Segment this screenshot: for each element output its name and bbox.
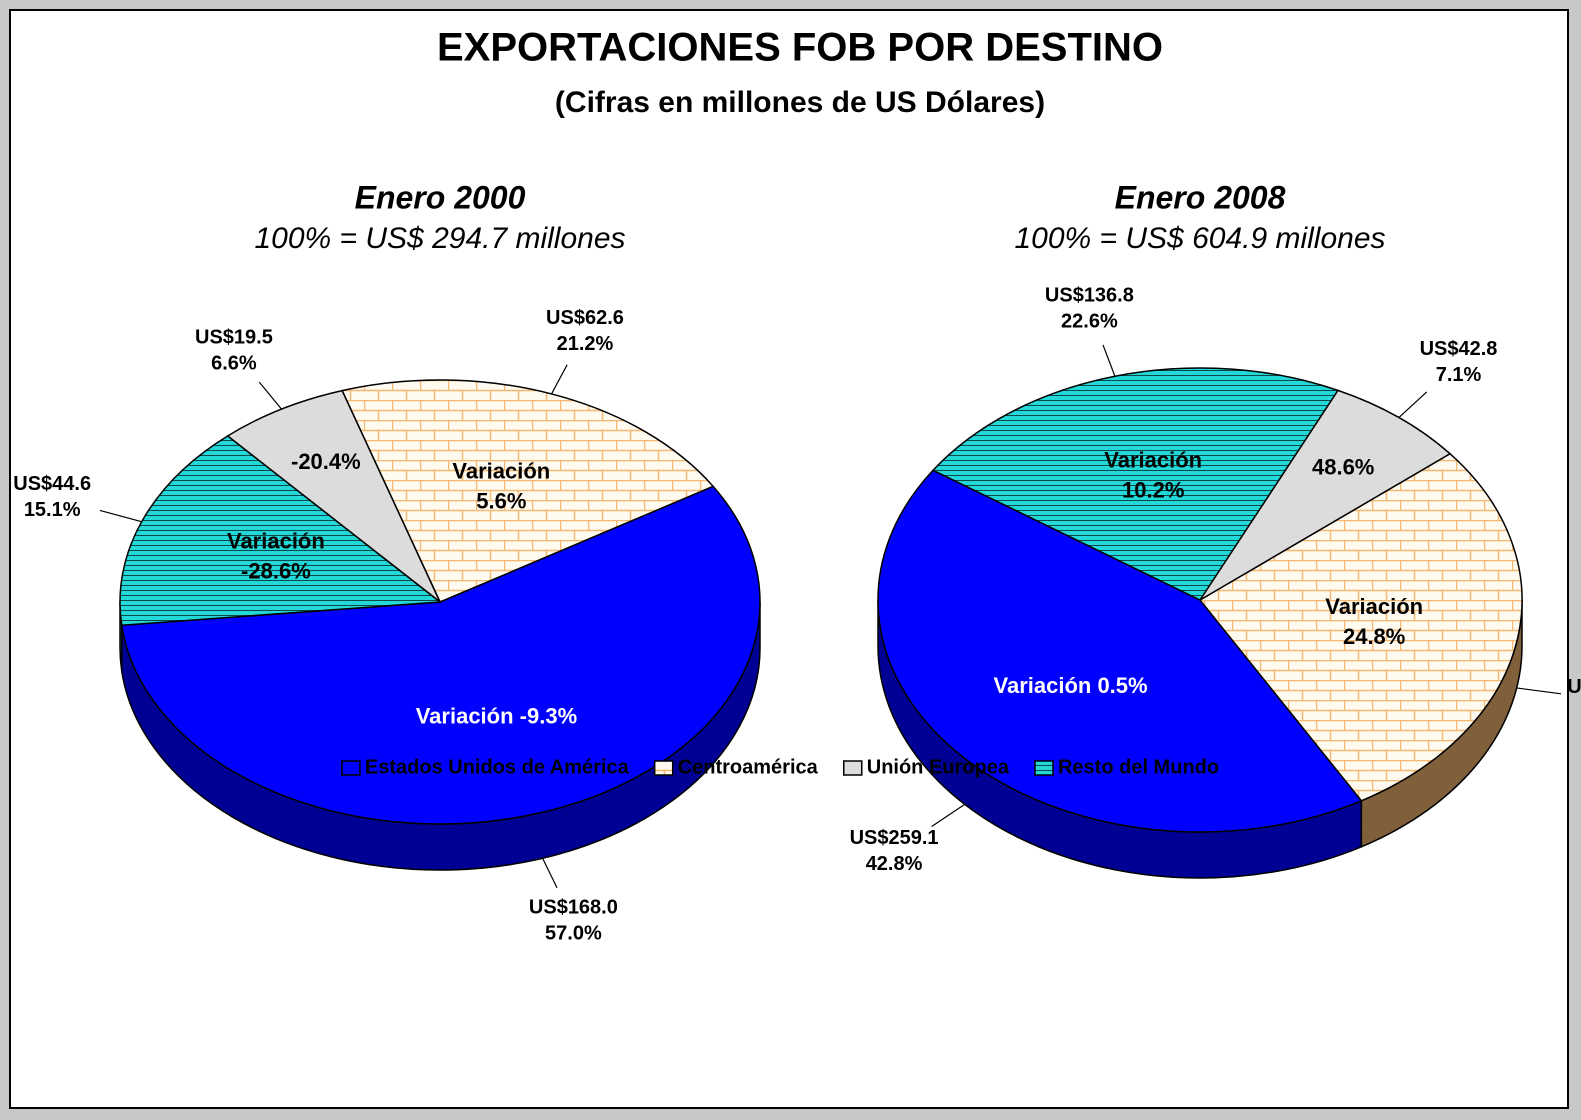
data-label: 42.8% xyxy=(866,853,923,875)
pie-labels: US$259.142.8%Variación 0.5%US$166.227.5%… xyxy=(850,284,1581,875)
leader-line xyxy=(931,803,965,828)
pie-slice xyxy=(1198,452,1523,802)
data-label: US$42.8 xyxy=(1420,338,1498,360)
pie-slice xyxy=(120,485,761,825)
annotation: 10.2% xyxy=(1122,478,1184,503)
annotation: Variación 0.5% xyxy=(994,673,1148,698)
data-label: US$19.5 xyxy=(195,327,273,349)
legend: Estados Unidos de América Centroamérica Un… xyxy=(341,756,1219,778)
leader-line xyxy=(550,364,568,395)
annotation: Variación xyxy=(1104,448,1202,473)
pie-subtitle: 100% = US$ 294.7 millones xyxy=(254,222,625,255)
chart-subtitle: (Cifras en millones de US Dólares) xyxy=(555,86,1045,119)
annotation: Variación -9.3% xyxy=(416,703,577,728)
legend-label: Unión Europea xyxy=(867,756,1010,778)
leader-line xyxy=(1516,687,1562,695)
leader-line xyxy=(99,509,142,523)
leader-line xyxy=(258,381,282,410)
pie-slice xyxy=(1199,389,1452,601)
pie-slice xyxy=(877,469,1363,833)
annotation: 48.6% xyxy=(1312,454,1374,479)
legend-swatch xyxy=(653,760,674,776)
annotation: 24.8% xyxy=(1343,624,1405,649)
data-label: US$259.1 xyxy=(850,827,939,849)
annotation: -20.4% xyxy=(291,449,361,474)
pie-subtitle: 100% = US$ 604.9 millones xyxy=(1014,222,1385,255)
pie-title: Enero 2008 xyxy=(1115,179,1286,215)
annotation: -28.6% xyxy=(241,559,311,584)
legend-label: Centroamérica xyxy=(678,756,819,778)
legend-swatch xyxy=(1034,760,1054,776)
pie-slice xyxy=(119,435,442,627)
data-label: 15.1% xyxy=(24,499,81,521)
pies: Enero 2000 100% = US$ 294.7 millones US$16… xyxy=(13,179,1581,944)
legend-swatch xyxy=(843,760,863,776)
data-label: 57.0% xyxy=(545,923,602,945)
data-label: US$62.6 xyxy=(546,307,624,329)
data-label: US$44.6 xyxy=(13,473,91,495)
annotation: Variación xyxy=(227,529,325,554)
data-label: 7.1% xyxy=(1436,364,1482,386)
legend-label: Estados Unidos de América xyxy=(365,756,630,778)
pie-slice xyxy=(931,367,1340,601)
pie-slice xyxy=(226,389,441,603)
pie-title: Enero 2000 xyxy=(355,179,526,215)
annotation: Variación xyxy=(452,458,550,483)
legend-swatch xyxy=(341,760,361,776)
leader-line xyxy=(1398,391,1428,418)
pie-tops xyxy=(877,367,1523,833)
legend-label: Resto del Mundo xyxy=(1058,756,1219,778)
annotation: Variación xyxy=(1325,594,1423,619)
leader-line xyxy=(1102,344,1116,377)
data-label: US$166.2 xyxy=(1567,676,1581,698)
pie-slice xyxy=(341,379,715,603)
pie-tops xyxy=(119,379,761,825)
data-label: 22.6% xyxy=(1061,310,1118,332)
annotation: 5.6% xyxy=(476,488,526,513)
chart-title: EXPORTACIONES FOB POR DESTINO xyxy=(437,26,1163,70)
data-label: US$136.8 xyxy=(1045,284,1134,306)
data-label: US$168.0 xyxy=(529,897,618,919)
pie-labels: US$168.0 57.0% Variación -9.3% US$62.6 21.2%… xyxy=(13,307,624,945)
data-label: 6.6% xyxy=(211,353,257,375)
data-label: 21.2% xyxy=(557,333,614,355)
leader-line xyxy=(542,858,558,888)
